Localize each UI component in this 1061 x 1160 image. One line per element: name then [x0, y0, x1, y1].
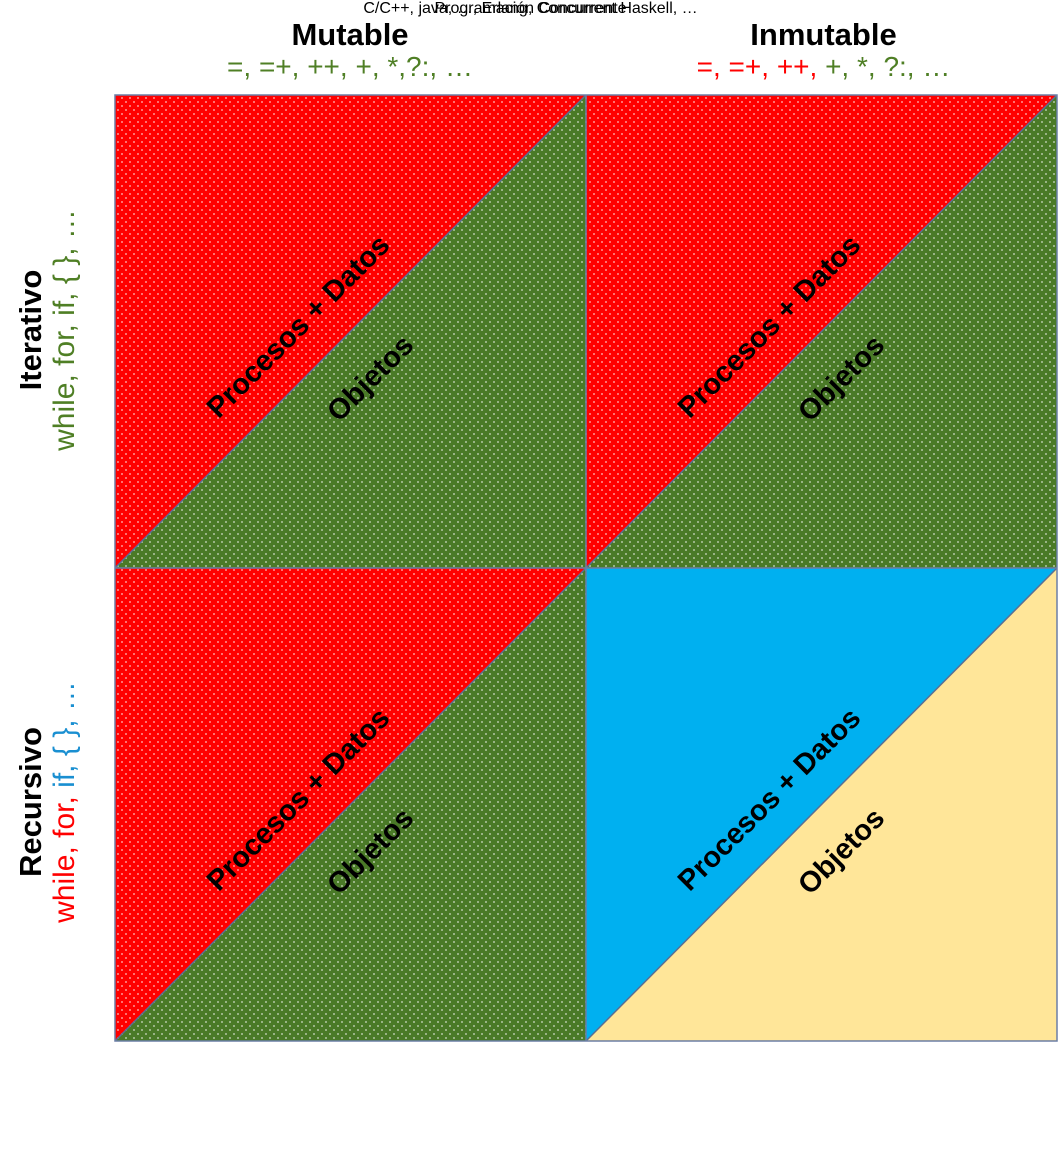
- operators-list: =, =+, ++, +, *,?:, …: [115, 52, 585, 82]
- column-title: Inmutable: [750, 17, 897, 52]
- languages-list: C/C++, java, …, Erlang, Concurrent Haske…: [363, 0, 698, 17]
- operators-segment: =, =+, ++,: [696, 51, 826, 82]
- column-header-mutable: Mutable =, =+, ++, +, *,?:, …: [115, 18, 585, 82]
- column-title: Mutable: [291, 17, 409, 52]
- operators-segment: +, *, ?:, …: [825, 51, 951, 82]
- axis-title: Programación Concurrente: [434, 0, 627, 17]
- operators-list: =, =+, ++, +, *, ?:, …: [586, 52, 1061, 82]
- diagonal-divider: [585, 567, 1058, 1042]
- column-header-inmutable: Inmutable =, =+, ++, +, *, ?:, …: [586, 18, 1061, 82]
- operators-segment: =, =+, ++, +, *,?:, …: [227, 51, 473, 82]
- diagonal-divider: [114, 94, 587, 569]
- diagonal-divider: [585, 94, 1058, 569]
- diagonal-divider: [114, 567, 587, 1042]
